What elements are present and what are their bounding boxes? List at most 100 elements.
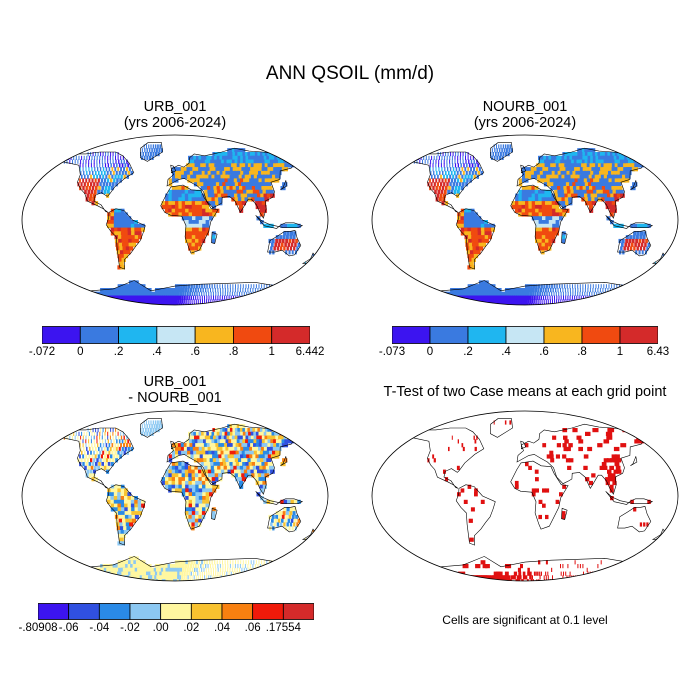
coastline-eurasia: [166, 423, 295, 495]
coastline-eurasia: [516, 147, 645, 219]
coastline-greenland: [490, 142, 513, 162]
coastline-australia: [617, 230, 652, 257]
colorbar-urb-tick-label: .8: [228, 346, 239, 358]
colorbar-urb-tick-label: .2: [113, 346, 124, 358]
coastline-japan: [280, 456, 288, 467]
panel-title-ttest: T-Test of two Case means at each grid po…: [350, 384, 700, 400]
map-border: [21, 410, 329, 582]
colorbar-urb-tick-label: 0: [77, 346, 84, 358]
coastline-greenland: [140, 418, 163, 438]
coastline-indonesia: [605, 491, 654, 505]
map-border: [371, 134, 679, 306]
colorbar-nourb-tick-label: 1: [616, 346, 624, 358]
panel-title-nourb: NOURB_001 (yrs 2006-2024): [375, 99, 675, 131]
map-field: [410, 142, 667, 305]
colorbar-urb-tick-label: -.072: [28, 346, 56, 358]
colorbar-diff-swatch: [190, 603, 223, 620]
colorbar-nourb-swatch: [392, 326, 431, 344]
coastline-namerica: [60, 151, 135, 213]
colorbar-urb-tick-label: .4: [152, 346, 162, 358]
colorbar-urb-swatch: [118, 326, 158, 344]
colorbar-diff-labels: -.80908 -.06 -.04 -.02 .00 .02 .04 .06 .17554: [18, 622, 314, 638]
colorbar-nourb: [392, 326, 658, 344]
coastline-africa: [160, 184, 219, 254]
colorbar-diff-tick-label: .06: [244, 622, 261, 634]
colorbar-urb-tick-label: .6: [190, 346, 200, 358]
colorbar-nourb-tick-label: .4: [501, 346, 511, 358]
map-urb: [21, 134, 329, 306]
map-nourb: [371, 134, 679, 306]
colorbar-diff-swatch: [282, 603, 314, 620]
coastline-australia: [617, 506, 652, 533]
coastline-uk: [520, 440, 527, 450]
coastline-japan: [630, 456, 638, 467]
map-field: [410, 418, 667, 581]
colorbar-nourb-swatch: [543, 326, 583, 344]
colorbar-nourb-swatch: [619, 326, 658, 344]
figure-title: ANN QSOIL (mm/d): [265, 63, 435, 84]
panel-title-nourb-line1: NOURB_001: [482, 99, 568, 115]
colorbar-diff-tick-label: -.04: [89, 622, 110, 634]
colorbar-diff-tick-label: -.06: [58, 622, 79, 634]
colorbar-diff-tick-label: .17554: [265, 622, 301, 634]
coastline-samerica: [105, 484, 146, 546]
coastline-greenland: [140, 142, 163, 162]
colorbar-nourb-labels: -.073 0 .2 .4 .6 .8 1 6.43: [379, 346, 669, 362]
colorbar-nourb-tick-label: .8: [577, 346, 587, 358]
colorbar-urb-swatch: [233, 326, 273, 344]
coastline-madagascar: [211, 507, 218, 520]
colorbar-urb-labels: -.072 0 .2 .4 .6 .8 1 6.442: [29, 346, 325, 362]
colorbar-diff-swatch: [129, 603, 162, 620]
colorbar-nourb-swatch: [429, 326, 469, 344]
panel-title-urb: URB_001 (yrs 2006-2024): [25, 99, 325, 131]
coastline-japan: [280, 180, 288, 191]
coastline-madagascar: [561, 507, 568, 520]
coastline-africa: [160, 460, 219, 530]
colorbar-urb-swatch: [42, 326, 81, 344]
coastline-madagascar: [561, 231, 568, 244]
colorbar-urb-tick-label: 6.442: [295, 346, 325, 358]
map-diff: [21, 410, 329, 582]
coastline-uk: [170, 440, 177, 450]
coastline-indonesia: [255, 491, 304, 505]
coastline-samerica: [455, 208, 496, 270]
coastline-samerica: [105, 208, 146, 270]
colorbar-diff-tick-label: -.80908: [18, 622, 58, 634]
panel-title-ttest-line1: T-Test of two Case means at each grid po…: [383, 384, 667, 400]
colorbar-diff-swatch: [160, 603, 192, 620]
map-border: [371, 410, 679, 582]
coastline-australia: [267, 506, 302, 533]
colorbar-nourb-swatch: [467, 326, 507, 344]
map-ttest: [371, 410, 679, 582]
coastline-indonesia: [255, 215, 304, 229]
coastline-eurasia: [516, 423, 645, 495]
coastline-africa: [510, 460, 569, 530]
colorbar-urb-tick-label: 1: [268, 346, 275, 358]
coastline-nz: [301, 252, 317, 264]
colorbar-urb: [42, 326, 310, 344]
colorbar-diff: [38, 603, 314, 620]
map-border: [21, 134, 329, 306]
coastline-greenland: [490, 418, 513, 438]
colorbar-urb-swatch: [156, 326, 196, 344]
coastline-eurasia: [166, 147, 295, 219]
colorbar-nourb-swatch: [581, 326, 621, 344]
map-field: [60, 142, 317, 305]
colorbar-diff-tick-label: .02: [183, 622, 200, 634]
colorbar-urb-swatch: [271, 326, 310, 344]
panel-title-urb-line2: (yrs 2006-2024): [123, 115, 227, 131]
coastline-samerica: [455, 484, 496, 546]
coastline-namerica: [410, 427, 485, 489]
colorbar-nourb-swatch: [505, 326, 545, 344]
coastline-madagascar: [211, 231, 218, 244]
map-field: [60, 418, 317, 581]
colorbar-diff-tick-label: .00: [152, 622, 169, 634]
coastline-nz: [651, 528, 667, 540]
coastline-namerica: [60, 427, 135, 489]
colorbar-urb-swatch: [79, 326, 119, 344]
colorbar-urb-swatch: [194, 326, 234, 344]
panel-title-urb-line1: URB_001: [143, 99, 207, 115]
panel-title-nourb-line2: (yrs 2006-2024): [473, 115, 577, 131]
panel-title-diff-line2: - NOURB_001: [128, 390, 222, 406]
coastline-namerica: [410, 151, 485, 213]
